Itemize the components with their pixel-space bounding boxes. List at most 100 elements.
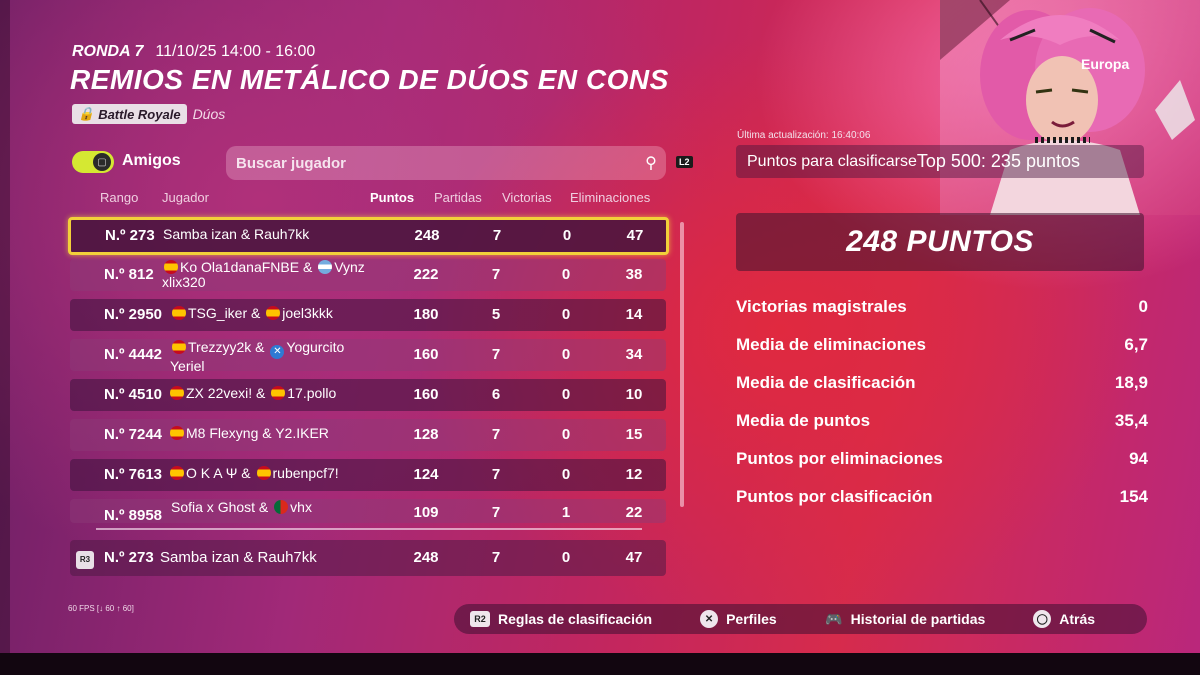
- table-row[interactable]: N.º 7244 M8 Flexyng & Y2.IKER 128 7 0 15: [70, 419, 666, 451]
- stat-value: 35,4: [1114, 411, 1148, 430]
- table-row[interactable]: N.º 273 Samba izan & Rauh7kk 248 7 0 47: [68, 217, 669, 255]
- col-header-matches[interactable]: Partidas: [434, 190, 482, 205]
- row-player: Sofia x Ghost & vhx: [171, 500, 312, 515]
- player-name-a: TSG_iker &: [188, 305, 261, 321]
- table-row[interactable]: N.º 4442 Trezzyy2k & ✕ Yogurcito Yeriel 16…: [70, 339, 666, 374]
- rules-button[interactable]: R2 Reglas de clasificación: [470, 611, 652, 627]
- stat-row: Media de eliminaciones 6,7: [736, 335, 1148, 359]
- l2-hint-icon: L2: [676, 156, 693, 168]
- xbox-icon: ✕: [270, 345, 285, 359]
- stat-row: Puntos por clasificación 154: [736, 487, 1148, 511]
- r3-hint-icon: R3: [76, 551, 94, 569]
- row-points: 160: [413, 346, 439, 363]
- action-bar: R2 Reglas de clasificación ✕ Perfiles 🎮 His…: [454, 604, 1147, 634]
- stat-label: Media de puntos: [736, 411, 871, 430]
- col-header-player: Jugador: [162, 190, 209, 205]
- stat-row: Puntos por eliminaciones 94: [736, 449, 1148, 473]
- stat-label: Puntos por clasificación: [736, 487, 933, 506]
- row-rank: N.º 4510: [104, 386, 163, 403]
- row-elims: 22: [625, 504, 643, 521]
- row-player: Samba izan & Rauh7kk: [163, 226, 310, 242]
- argentina-flag-icon: [318, 260, 333, 274]
- search-placeholder: Buscar jugador: [236, 154, 347, 172]
- profiles-button[interactable]: ✕ Perfiles: [700, 610, 777, 628]
- page-title: REMIOS EN METÁLICO DE DÚOS EN CONS: [70, 64, 669, 95]
- row-matches: 7: [491, 266, 501, 283]
- table-row[interactable]: N.º 812 Ko Ola1danaFNBE & Vynz xlix320 22…: [70, 259, 666, 291]
- row-matches: 7: [491, 346, 501, 363]
- player-name-a: O K A Ψ &: [186, 465, 251, 481]
- spain-flag-icon: [271, 386, 286, 400]
- row-points: 109: [413, 504, 439, 521]
- row-matches: 7: [491, 549, 501, 566]
- stat-row: Media de clasificación 18,9: [736, 373, 1148, 397]
- mode-info: 🔒 Battle Royale Dúos: [72, 104, 225, 124]
- row-elims: 14: [625, 306, 643, 323]
- row-wins: 0: [561, 386, 571, 403]
- stat-value: 94: [1129, 449, 1148, 468]
- mode-sub-label: Dúos: [192, 106, 226, 122]
- mode-badge-label: Battle Royale: [98, 106, 181, 122]
- row-matches: 5: [491, 306, 501, 323]
- spain-flag-icon: [170, 386, 184, 400]
- table-row[interactable]: N.º 7613 O K A Ψ & rubenpcf7! 124 7 0 12: [70, 459, 666, 491]
- row-wins: 0: [561, 306, 571, 323]
- spain-flag-icon: [266, 306, 281, 320]
- row-elims: 47: [625, 549, 643, 566]
- fps-counter: 60 FPS [↓ 60 ↑ 60]: [68, 604, 134, 613]
- row-matches: 7: [491, 426, 501, 443]
- row-rank: N.º 273: [105, 227, 155, 244]
- search-input[interactable]: Buscar jugador ⚲: [226, 146, 666, 180]
- stat-value: 6,7: [1124, 335, 1148, 354]
- row-points: 248: [414, 227, 440, 244]
- row-wins: 1: [561, 504, 571, 521]
- player-name-b: Vynz: [334, 259, 365, 275]
- col-header-elims[interactable]: Eliminaciones: [570, 190, 651, 205]
- qualify-value: Top 500: 235 puntos: [916, 151, 1080, 171]
- row-elims: 38: [625, 266, 643, 283]
- portugal-flag-icon: [274, 500, 289, 514]
- search-icon: ⚲: [645, 155, 657, 172]
- row-wins: 0: [561, 266, 571, 283]
- spain-flag-icon: [172, 340, 186, 354]
- table-scrollbar[interactable]: [680, 222, 684, 507]
- row-wins: 0: [561, 346, 571, 363]
- col-header-wins[interactable]: Victorias: [502, 190, 552, 205]
- spain-flag-icon: [170, 426, 184, 440]
- row-player: Trezzyy2k & ✕ Yogurcito Yeriel: [170, 340, 344, 374]
- table-row[interactable]: N.º 8958 Sofia x Ghost & vhx 109 7 1 22: [70, 499, 666, 523]
- row-player: M8 Flexyng & Y2.IKER: [168, 426, 329, 441]
- table-row[interactable]: N.º 4510 ZX 22vexi! & 17.pollo 160 6 0 1…: [70, 379, 666, 411]
- qualify-label: Puntos para clasificarse: [747, 152, 917, 170]
- circle-button-icon: ◯: [1033, 610, 1052, 628]
- rules-label: Reglas de clasificación: [498, 611, 653, 627]
- player-name-a: Sofia x Ghost &: [171, 499, 269, 515]
- spain-flag-icon: [256, 466, 271, 480]
- row-points: 128: [413, 426, 439, 443]
- player-name-a: ZX 22vexi! &: [186, 385, 266, 401]
- stat-label: Puntos por eliminaciones: [736, 449, 943, 468]
- row-points: 180: [413, 306, 439, 323]
- row-points: 248: [413, 549, 439, 566]
- row-elims: 47: [626, 227, 644, 244]
- friends-toggle[interactable]: ▢: [72, 151, 114, 173]
- lock-icon: 🔒: [78, 106, 95, 121]
- stat-row: Media de puntos 35,4: [736, 411, 1148, 435]
- match-history-button[interactable]: 🎮 Historial de partidas: [825, 610, 985, 628]
- row-rank: N.º 4442: [104, 346, 163, 363]
- table-row[interactable]: N.º 2950 TSG_iker & joel3kkk 180 5 0 14: [70, 299, 666, 331]
- stat-label: Victorias magistrales: [736, 297, 907, 316]
- row-rank: N.º 7613: [104, 466, 163, 483]
- row-matches: 7: [491, 466, 501, 483]
- spain-flag-icon: [172, 306, 186, 320]
- row-player: ZX 22vexi! & 17.pollo: [168, 386, 336, 401]
- col-header-points[interactable]: Puntos: [370, 190, 415, 205]
- character-portrait: [940, 0, 1200, 215]
- stat-value: 0: [1138, 297, 1148, 316]
- spain-flag-icon: [170, 466, 184, 480]
- profiles-label: Perfiles: [726, 611, 777, 627]
- back-button[interactable]: ◯ Atrás: [1033, 610, 1095, 628]
- my-team-row[interactable]: N.º 273 Samba izan & Rauh7kk 248 7 0 47: [70, 540, 666, 576]
- stat-value: 18,9: [1114, 373, 1148, 392]
